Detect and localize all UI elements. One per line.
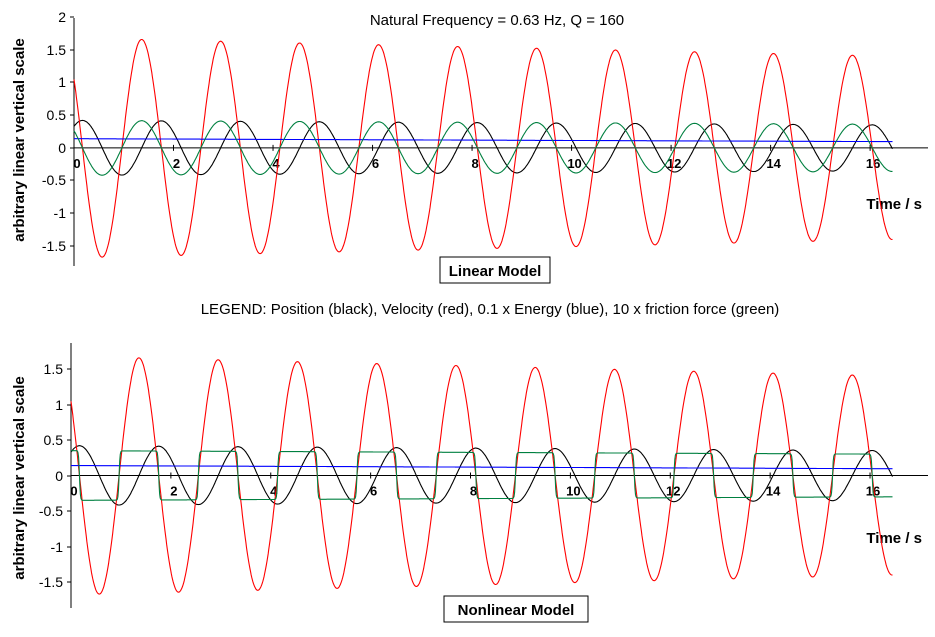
model-label-box (443, 595, 589, 623)
x-tick-label: 4 (272, 156, 280, 171)
x-tick-label: 2 (173, 156, 180, 171)
chart-panel-2: 1.510.50-0.5-1-1.50 2 4 6 8 10 12 14 16arbitrary… (11, 343, 928, 623)
series-velocity (73, 38, 893, 258)
x-tick-label: 10 (566, 484, 580, 499)
y-tick-label: -1.5 (39, 574, 63, 590)
y-tick-label: 1.5 (47, 42, 67, 58)
x-tick-label: 6 (370, 484, 377, 499)
y-tick-label: -0.5 (39, 503, 63, 519)
y-tick-label: 0 (58, 140, 66, 156)
charts-group: 21.510.50-0.5-1-1.50 2 4 6 8 10 12 14 16arbitrar… (11, 9, 928, 623)
chart-panel-1: 2 1.5 1 0.5 0 -0.5 -1 -1.5 0 2 4 6 8 10 12 14 16 arbitrar… (11, 9, 928, 284)
x-axis-label: Time / s (866, 530, 922, 547)
y-tick-label: 1 (55, 397, 63, 413)
chart-title: Natural Frequency = 0.63 Hz, Q = 160 (370, 12, 624, 29)
x-tick-label: 6 (372, 156, 379, 171)
x-tick-label: 14 (766, 484, 781, 499)
x-axis-label: Time / s (866, 196, 922, 213)
x-tick-label: 4 (270, 484, 278, 499)
x-tick-label: 12 (667, 156, 681, 171)
x-tick-label: 2 (170, 484, 177, 499)
y-tick-label: -0.5 (42, 172, 66, 188)
model-label: Linear Model (449, 263, 542, 280)
model-label-box (439, 256, 551, 284)
y-tick-label: -1.5 (42, 238, 66, 254)
y-tick-label: -1 (54, 205, 67, 221)
x-tick-label: 0 (73, 156, 80, 171)
series-10-x-friction-force (73, 120, 893, 176)
y-tick-label: 1.5 (44, 361, 64, 377)
series-position (70, 445, 893, 506)
y-tick-label: -1 (51, 539, 64, 555)
series-velocity (70, 357, 893, 595)
x-tick-label: 8 (470, 484, 477, 499)
series-10-x-friction-force (71, 450, 893, 501)
x-tick-label: 8 (471, 156, 478, 171)
x-tick-label: 14 (766, 156, 781, 171)
x-tick-label: 0 (70, 484, 77, 499)
y-axis-label: arbitrary linear vertical scale (11, 38, 28, 241)
x-tick-label: 10 (567, 156, 581, 171)
y-tick-label: 0 (55, 468, 63, 484)
model-label: Nonlinear Model (458, 602, 575, 619)
y-tick-label: 0.5 (47, 107, 67, 123)
y-tick-label: 1 (58, 74, 66, 90)
series-0-1-x-energy (74, 138, 893, 143)
y-tick-label: 2 (58, 9, 66, 25)
chart-legend: LEGEND: Position (black), Velocity (red)… (201, 301, 780, 318)
series-0-1-x-energy (71, 465, 893, 470)
x-tick-label: 16 (866, 156, 880, 171)
y-tick-label: 0.5 (44, 432, 64, 448)
series-position (73, 119, 893, 176)
y-axis-label: arbitrary linear vertical scale (11, 376, 28, 579)
